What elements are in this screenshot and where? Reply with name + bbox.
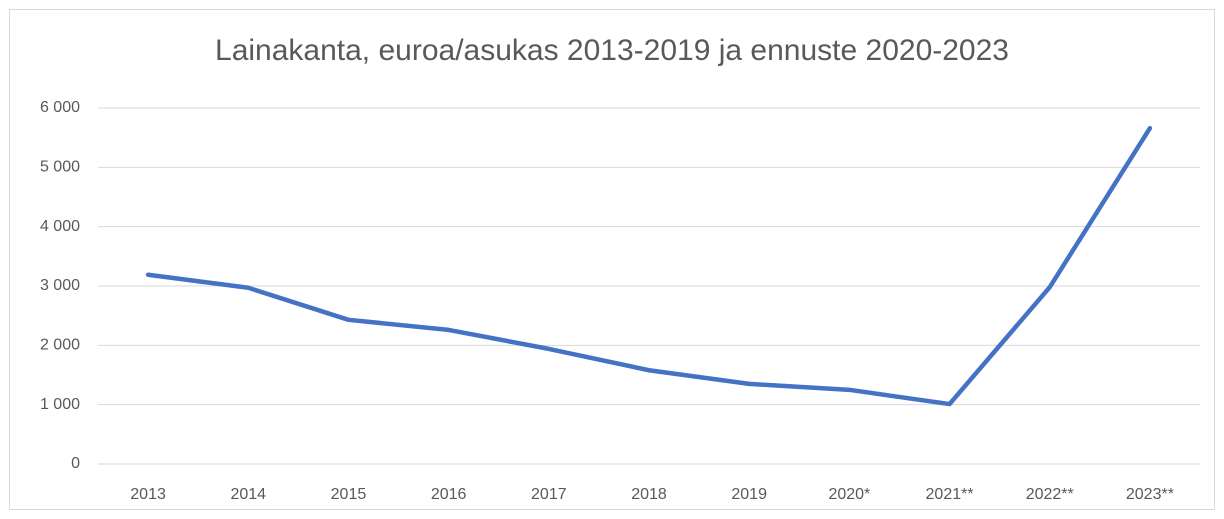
x-tick-label: 2023** [1126,486,1174,503]
y-tick-label: 6 000 [40,99,80,116]
x-tick-label: 2015 [331,486,367,503]
x-tick-label: 2020* [828,486,870,503]
x-tick-label: 2021** [926,486,974,503]
y-tick-label: 0 [71,455,80,472]
x-tick-label: 2013 [130,486,166,503]
y-tick-label: 4 000 [40,218,80,235]
y-tick-label: 1 000 [40,396,80,413]
y-tick-label: 5 000 [40,159,80,176]
x-tick-label: 2014 [230,486,266,503]
chart-title: Lainakanta, euroa/asukas 2013-2019 ja en… [215,34,1009,67]
chart-border [9,9,1215,510]
x-tick-label: 2022** [1026,486,1074,503]
y-tick-label: 2 000 [40,337,80,354]
x-tick-label: 2017 [531,486,567,503]
x-tick-label: 2016 [431,486,467,503]
x-tick-label: 2018 [631,486,667,503]
y-tick-label: 3 000 [40,277,80,294]
x-tick-label: 2019 [731,486,767,503]
line [145,125,1153,407]
